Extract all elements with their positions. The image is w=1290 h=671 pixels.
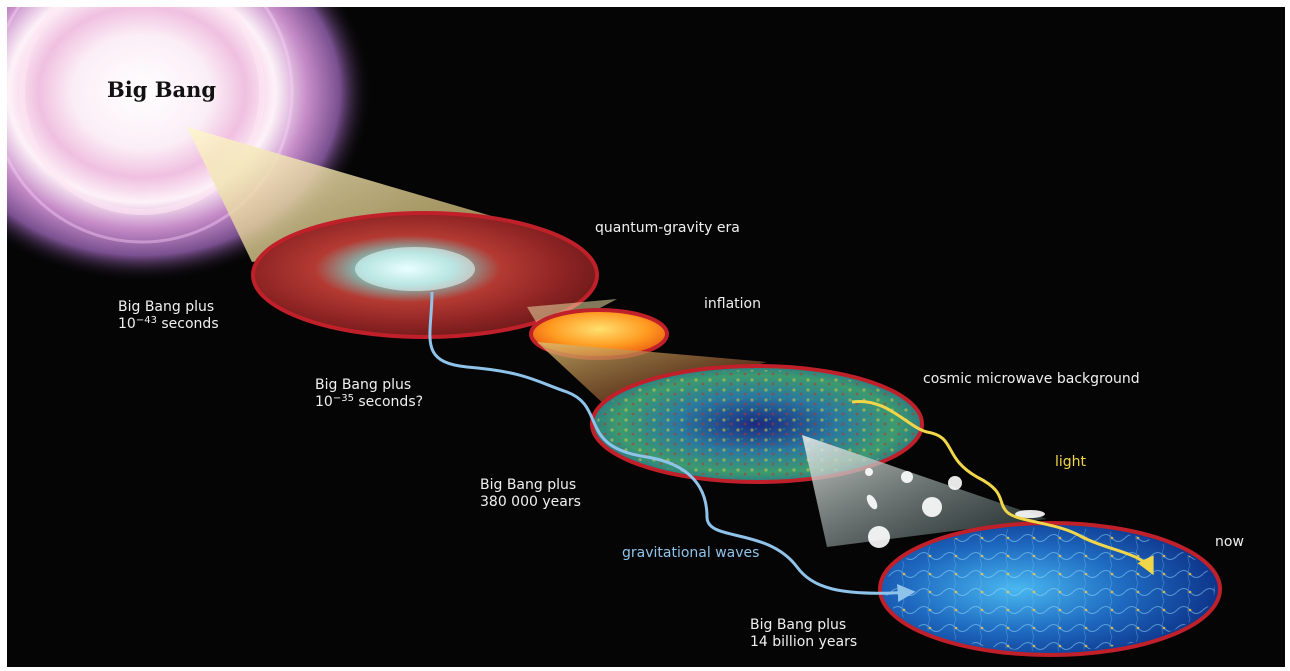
- label-inflation: inflation: [704, 296, 761, 312]
- stage-label-1: Big Bang plus 10−43 seconds: [118, 299, 219, 333]
- stage-label-4: Big Bang plus 14 billion years: [750, 617, 857, 651]
- stage-1-line1: Big Bang plus: [118, 299, 215, 315]
- diagram-graphics: [7, 7, 1222, 657]
- label-gravitational-waves: gravitational waves: [622, 545, 760, 561]
- gravitational-waves-arrow: [428, 291, 916, 602]
- galaxy-icons: [865, 468, 1045, 548]
- beam-inflation-to-cmb: [537, 342, 767, 407]
- stage-4-line2: 14 billion years: [750, 634, 858, 650]
- stage-4-line1: Big Bang plus: [750, 617, 847, 633]
- stage-label-3: Big Bang plus 380 000 years: [480, 477, 581, 511]
- label-light: light: [1055, 454, 1087, 470]
- stage-2-line1: Big Bang plus: [315, 377, 412, 393]
- stage-3-line2: 380 000 years: [480, 494, 581, 510]
- label-quantum-gravity-era: quantum-gravity era: [595, 220, 740, 236]
- stage-3-line1: Big Bang plus: [480, 477, 577, 493]
- light-arrow: [851, 399, 1154, 576]
- big-bang-title: Big Bang: [107, 77, 217, 102]
- now-disc: [878, 521, 1222, 657]
- label-cmb: cosmic microwave background: [923, 371, 1140, 387]
- beam-cmb-to-now: [802, 435, 1047, 547]
- cosmic-history-diagram: Big Bang quantum-gravity era inflation c…: [7, 7, 1285, 667]
- stage-2-line2: 10−35 seconds?: [315, 393, 424, 410]
- quantum-gravity-disc: [251, 211, 599, 339]
- stage-label-2: Big Bang plus 10−35 seconds?: [315, 377, 423, 411]
- stage-1-line2: 10−43 seconds: [118, 315, 219, 332]
- label-now: now: [1215, 534, 1244, 550]
